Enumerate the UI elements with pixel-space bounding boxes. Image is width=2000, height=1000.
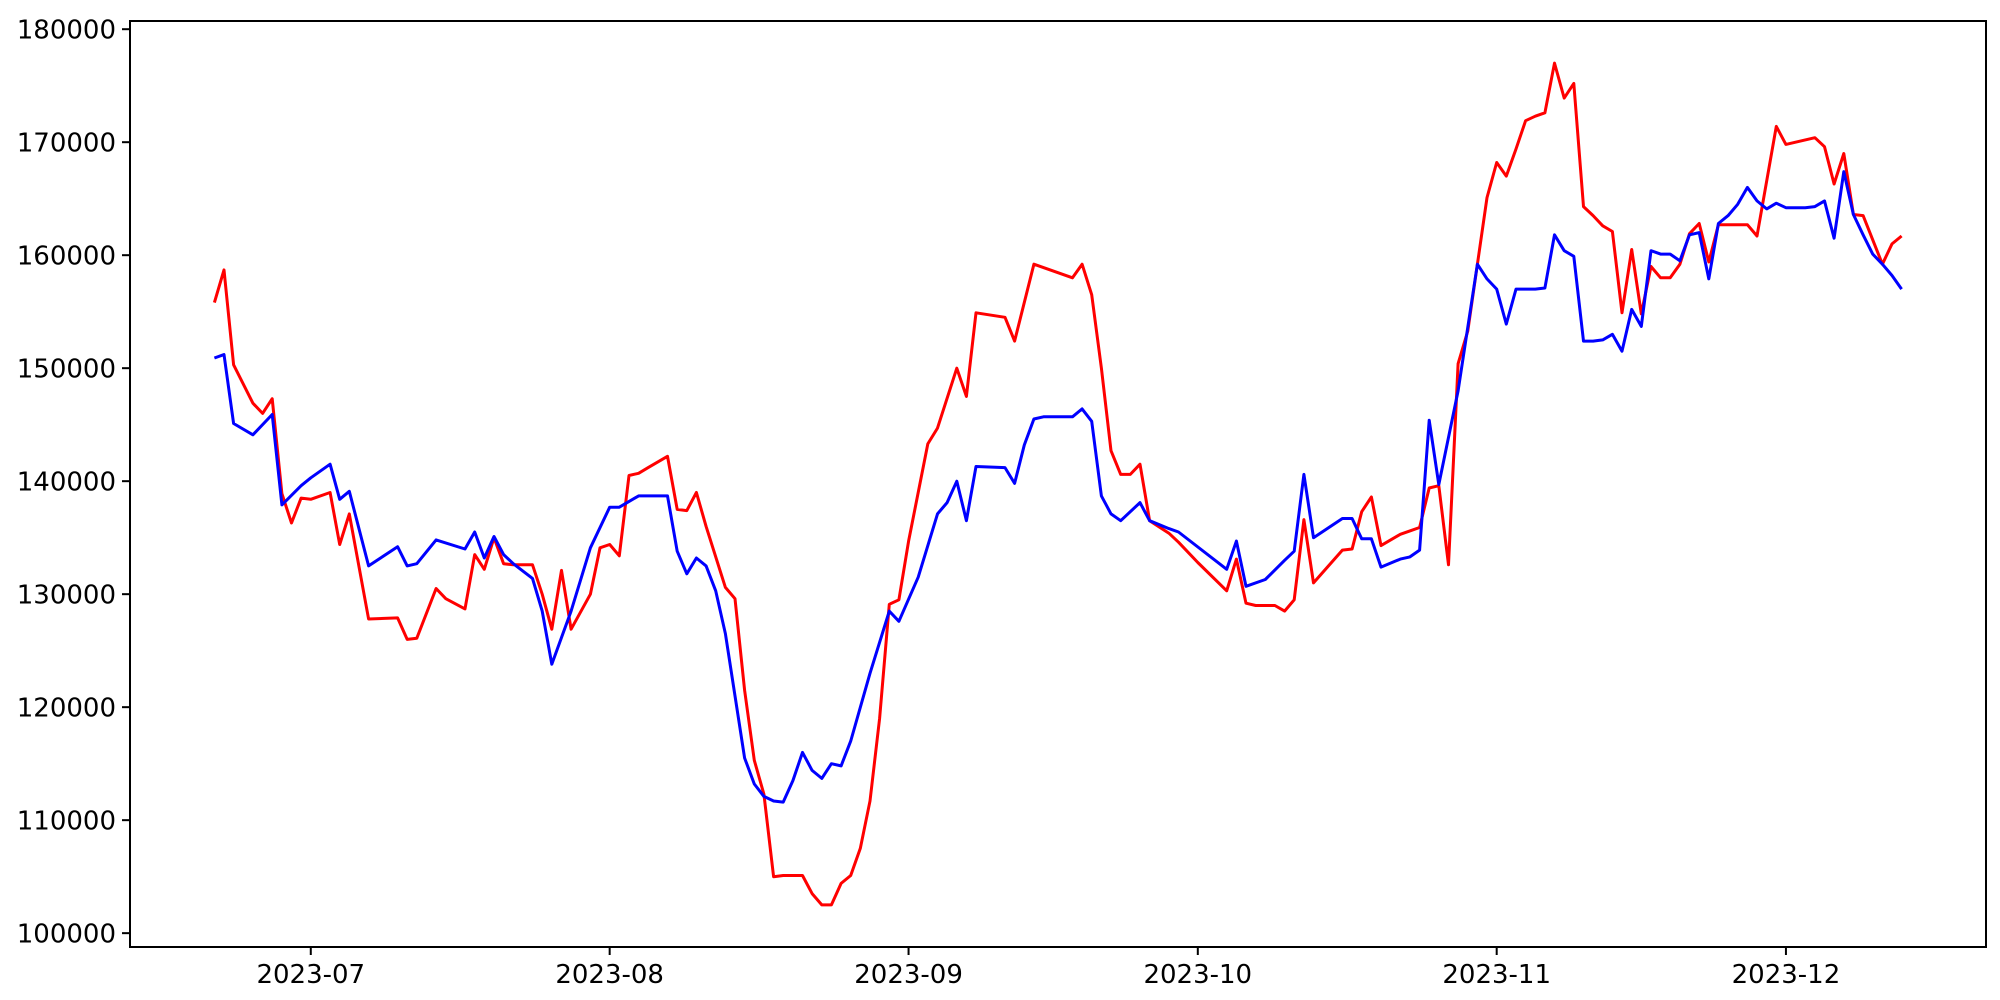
- x-tick-label: 2023-07: [256, 960, 365, 990]
- x-tick-label: 2023-12: [1732, 960, 1841, 990]
- red-series-line: [212, 61, 1903, 907]
- x-tick-label: 2023-08: [555, 960, 664, 990]
- blue-series-line: [213, 170, 1903, 804]
- x-tick-label: 2023-11: [1442, 960, 1551, 990]
- y-tick-label: 180000: [17, 15, 116, 45]
- y-tick-label: 120000: [17, 693, 116, 723]
- axes-spines: [129, 20, 1987, 948]
- x-tick-label: 2023-09: [854, 960, 963, 990]
- y-tick-label: 140000: [17, 467, 116, 497]
- y-tick-label: 110000: [17, 806, 116, 836]
- y-tick-label: 130000: [17, 580, 116, 610]
- y-tick-label: 170000: [17, 128, 116, 158]
- y-tick-label: 100000: [17, 919, 116, 949]
- x-tick-label: 2023-10: [1143, 960, 1252, 990]
- y-tick-label: 160000: [17, 241, 116, 271]
- y-tick-label: 150000: [17, 354, 116, 384]
